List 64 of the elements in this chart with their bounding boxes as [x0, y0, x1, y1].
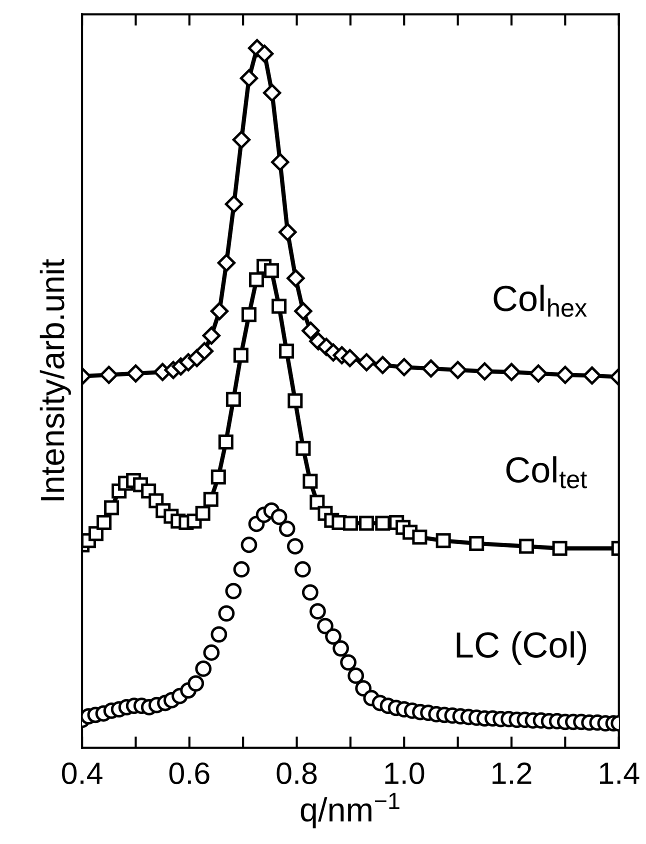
- point: [476, 362, 494, 380]
- point: [126, 364, 145, 383]
- point: [232, 130, 251, 149]
- point: [582, 366, 602, 385]
- point: [294, 302, 312, 320]
- point: [342, 516, 358, 531]
- point: [195, 506, 210, 521]
- point: [218, 434, 234, 450]
- point: [195, 342, 214, 360]
- x-tick-label: 1.4: [600, 762, 640, 784]
- point: [210, 302, 229, 320]
- point: [469, 536, 484, 551]
- point: [271, 153, 290, 172]
- point: [436, 533, 451, 548]
- point: [340, 348, 360, 368]
- point: [552, 540, 568, 556]
- point: [412, 530, 428, 545]
- x-tick-label: 1.2: [492, 762, 532, 784]
- point: [104, 500, 120, 516]
- point: [288, 393, 303, 408]
- point: [448, 360, 467, 380]
- series-label: Col$_{hex}$: [494, 284, 587, 317]
- point: [100, 366, 118, 384]
- point: [217, 254, 236, 272]
- point: [240, 69, 258, 88]
- point: [241, 307, 256, 322]
- point: [375, 516, 390, 531]
- point: [359, 516, 374, 531]
- x-tick-label: 0.6: [169, 762, 210, 784]
- point: [264, 263, 280, 278]
- point: [233, 348, 248, 363]
- x-tick-label: 0.4: [62, 762, 102, 784]
- point: [374, 356, 392, 374]
- series-label: LC (Col): [456, 631, 586, 665]
- point: [249, 272, 264, 288]
- point: [357, 353, 376, 372]
- point: [302, 322, 320, 340]
- point: [278, 223, 297, 242]
- point: [556, 366, 574, 384]
- x-tick-label: 1.0: [385, 762, 424, 784]
- point: [202, 326, 221, 345]
- point: [210, 470, 226, 485]
- point: [502, 362, 521, 382]
- y-axis-title: Intensity/arb.unit: [40, 259, 71, 500]
- point: [279, 344, 294, 359]
- series-label: Col$_{tet}$: [506, 456, 587, 488]
- point: [226, 392, 241, 407]
- point: [302, 474, 318, 489]
- point: [224, 195, 244, 214]
- point: [296, 440, 311, 456]
- point: [519, 538, 534, 554]
- point: [395, 358, 414, 376]
- point: [96, 514, 112, 530]
- point: [422, 359, 440, 378]
- point: [272, 298, 287, 314]
- point: [529, 364, 548, 383]
- x-tick-label: 0.8: [276, 762, 317, 784]
- point: [203, 492, 218, 507]
- point: [255, 44, 274, 63]
- x-axis-title: q/nm$^{−1}$: [300, 792, 400, 828]
- point: [262, 84, 282, 102]
- point: [310, 494, 325, 510]
- point: [88, 526, 104, 542]
- point: [286, 269, 305, 288]
